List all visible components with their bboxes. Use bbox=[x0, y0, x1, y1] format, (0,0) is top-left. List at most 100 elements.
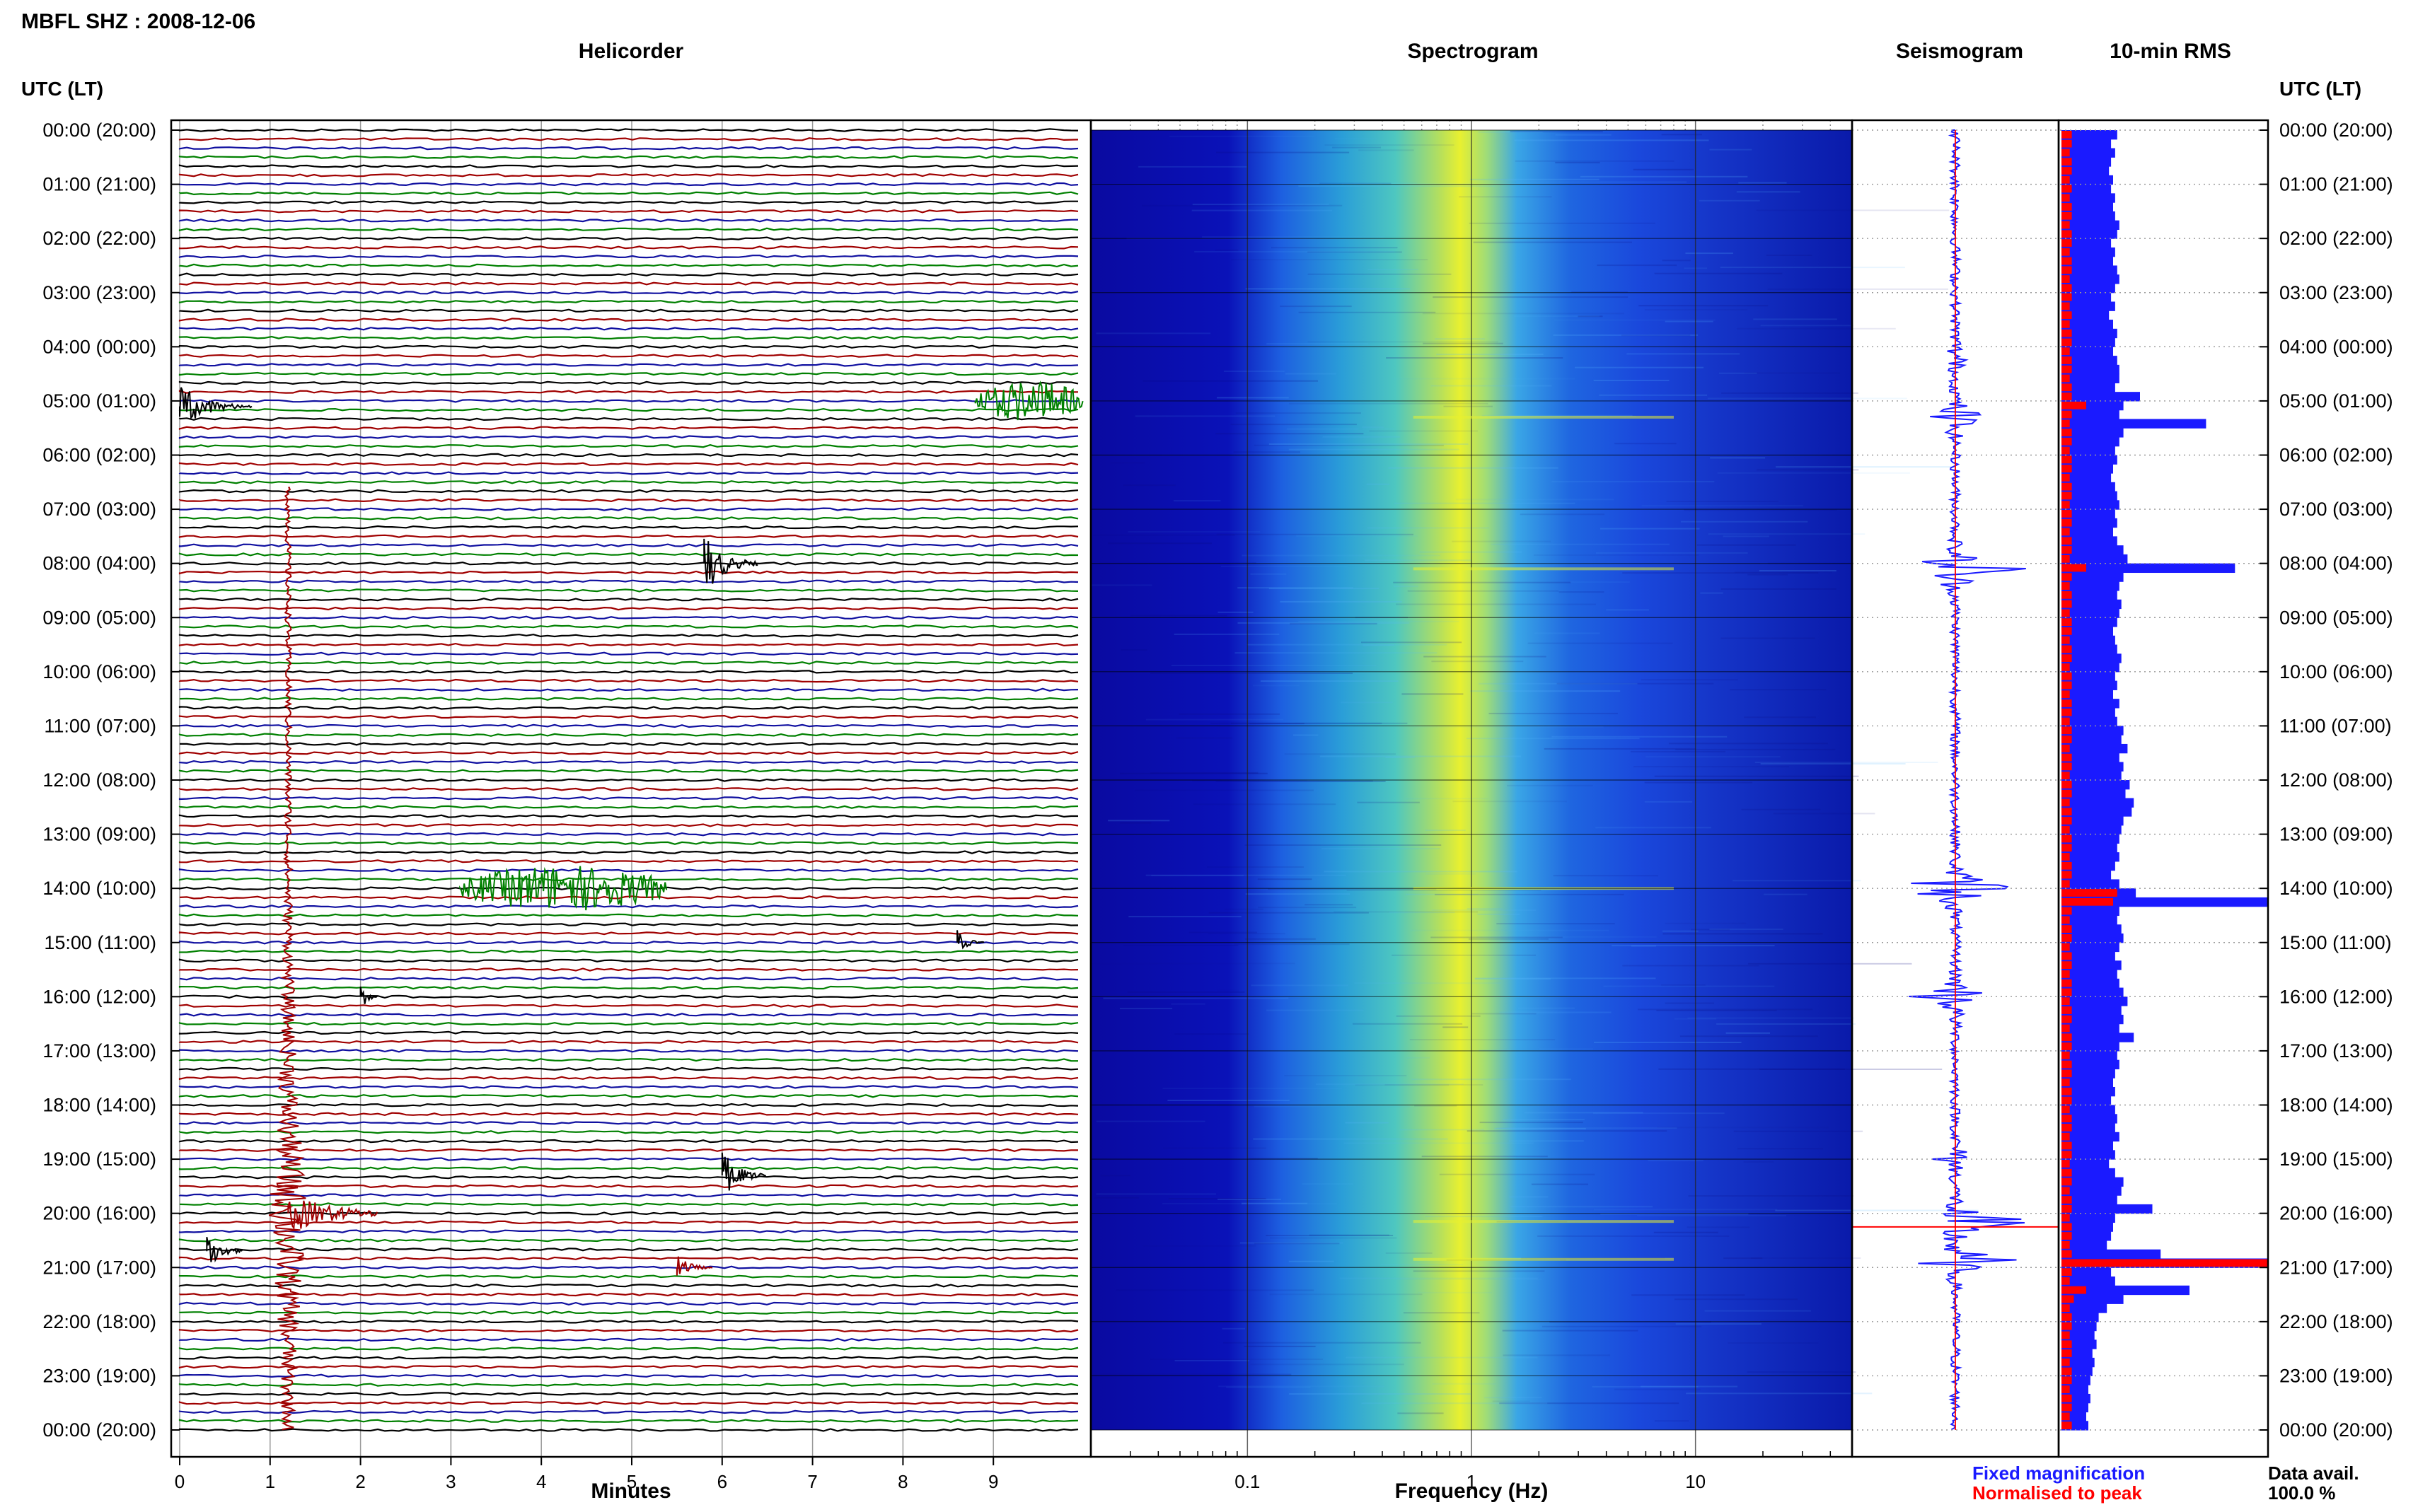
spectrogram-texture bbox=[1388, 467, 1558, 469]
helicorder-trace bbox=[178, 615, 1079, 620]
spectrogram-texture bbox=[1358, 149, 1414, 151]
rms-fixed-bar bbox=[2061, 707, 2115, 718]
spectrogram-texture bbox=[1246, 644, 1447, 646]
rms-fixed-bar bbox=[2061, 1277, 2115, 1286]
rms-normalised-bar bbox=[2061, 582, 2070, 590]
spectrogram-texture bbox=[1516, 181, 1687, 183]
rms-normalised-bar bbox=[2061, 374, 2070, 383]
rms-normalised-bar bbox=[2061, 221, 2070, 229]
rms-normalised-bar bbox=[2061, 284, 2072, 292]
spectrogram-texture bbox=[1231, 259, 1428, 261]
helicorder-tick-label: 5 bbox=[627, 1471, 637, 1492]
spectrogram-texture bbox=[1244, 938, 1316, 940]
rms-fixed-bar bbox=[2061, 978, 2119, 989]
spectrogram-texture bbox=[1499, 1402, 1679, 1405]
spectrogram-texture bbox=[1776, 466, 1955, 468]
spectrogram-texture bbox=[1207, 866, 1304, 868]
spectrogram-tick-label: 1 bbox=[1467, 1471, 1476, 1492]
spectrogram-texture bbox=[1353, 182, 1418, 184]
helicorder-trace bbox=[179, 832, 1079, 837]
rms-normalised-bar bbox=[2061, 861, 2072, 870]
spectrogram-texture bbox=[1162, 1203, 1337, 1204]
spectrogram-texture bbox=[1614, 443, 1677, 445]
rms-normalised-bar bbox=[2061, 554, 2070, 563]
time-tick-label-right: 04:00 (00:00) bbox=[2279, 336, 2393, 357]
time-tick-label-right: 20:00 (16:00) bbox=[2279, 1203, 2393, 1224]
spectrogram-texture bbox=[1421, 1156, 1548, 1158]
helicorder-trace bbox=[178, 209, 1079, 214]
rms-normalised-bar bbox=[2061, 338, 2072, 347]
spectrogram-texture bbox=[1174, 1033, 1249, 1035]
helicorder-trace bbox=[178, 1057, 1079, 1062]
rms-normalised-bar bbox=[2061, 1385, 2070, 1393]
helicorder-trace bbox=[178, 1040, 1079, 1044]
rms-fixed-bar bbox=[2061, 942, 2119, 953]
rms-normalised-bar bbox=[2061, 952, 2072, 960]
helicorder-trace bbox=[178, 868, 1079, 873]
spectrogram-texture bbox=[1551, 735, 1728, 738]
spectrogram-texture bbox=[1456, 499, 1614, 501]
time-tick-label-right: 15:00 (11:00) bbox=[2279, 932, 2392, 953]
time-tick-label-left: 22:00 (18:00) bbox=[42, 1311, 156, 1332]
spectrogram-texture bbox=[1174, 1360, 1249, 1361]
rms-normalised-bar bbox=[2061, 717, 2070, 726]
helicorder-tick-label: 2 bbox=[355, 1471, 365, 1492]
spectrogram-texture bbox=[1396, 603, 1596, 605]
spectrogram-texture bbox=[1242, 554, 1440, 557]
spectrogram-texture bbox=[1622, 572, 1819, 574]
spectrogram-texture bbox=[1744, 716, 1816, 719]
rms-normalised-bar bbox=[2061, 1376, 2072, 1385]
helicorder-trace bbox=[178, 272, 1079, 277]
helicorder-trace bbox=[178, 1193, 1079, 1197]
spectrogram-texture bbox=[1413, 1270, 1545, 1272]
time-tick-label-right: 03:00 (23:00) bbox=[2279, 282, 2393, 303]
rms-fixed-bar bbox=[2061, 301, 2115, 311]
spectrogram-texture bbox=[1665, 320, 1713, 322]
spectrogram-texture bbox=[1410, 929, 1609, 931]
spectrogram-texture bbox=[1641, 1385, 1738, 1388]
helicorder-trace bbox=[178, 733, 1079, 737]
spectrogram-texture bbox=[1305, 904, 1353, 906]
helicorder-trace bbox=[178, 597, 1079, 602]
spectrogram-texture bbox=[1145, 874, 1346, 876]
spectrogram-texture bbox=[1307, 341, 1498, 343]
spectrogram-texture bbox=[1467, 1130, 1667, 1132]
spectrogram-texture bbox=[1293, 734, 1319, 736]
rms-normalised-bar bbox=[2061, 537, 2072, 545]
spectrogram-texture bbox=[1288, 1260, 1334, 1262]
spectrogram-texture bbox=[1476, 936, 1657, 938]
helicorder-trace bbox=[178, 723, 1079, 728]
spectrogram-texture bbox=[1130, 615, 1227, 617]
helicorder-trace bbox=[178, 1364, 1079, 1369]
spectrogram-texture bbox=[1332, 146, 1381, 149]
spectrogram-texture bbox=[1430, 385, 1552, 387]
spectrogram-texture bbox=[1192, 204, 1329, 206]
spectrogram-texture bbox=[1192, 780, 1373, 782]
spectrogram-texture bbox=[1411, 1078, 1571, 1081]
rms-fixed-bar bbox=[2061, 256, 2113, 267]
spectrogram-texture bbox=[1223, 1342, 1421, 1344]
spectrogram-texture bbox=[1208, 933, 1285, 935]
rms-normalised-bar bbox=[2061, 1204, 2072, 1213]
helicorder-event bbox=[359, 987, 378, 1004]
helicorder-trace bbox=[178, 941, 1079, 945]
rms-fixed-bar bbox=[2061, 1095, 2112, 1106]
time-tick-label-left: 01:00 (21:00) bbox=[42, 174, 156, 195]
spectrogram-texture bbox=[1266, 1009, 1364, 1011]
spectrogram-texture bbox=[1479, 871, 1512, 873]
time-tick-label-right: 01:00 (21:00) bbox=[2279, 174, 2393, 195]
rms-fixed-bar bbox=[2061, 364, 2119, 375]
spectrogram-texture bbox=[1414, 1105, 1457, 1107]
spectrogram-texture bbox=[1514, 315, 1600, 317]
helicorder-tick-label: 3 bbox=[446, 1471, 456, 1492]
helicorder-trace bbox=[178, 380, 1079, 385]
spectrogram-texture bbox=[1163, 1147, 1266, 1149]
rms-fixed-bar bbox=[2061, 743, 2128, 754]
rms-panel bbox=[2061, 130, 2268, 1431]
helicorder-event bbox=[721, 1152, 767, 1191]
helicorder-trace bbox=[178, 291, 1079, 295]
helicorder-trace bbox=[178, 236, 1079, 240]
rms-normalised-bar bbox=[2061, 907, 2072, 915]
helicorder-spike-coda bbox=[287, 1200, 378, 1231]
rms-normalised-bar bbox=[2061, 853, 2070, 861]
